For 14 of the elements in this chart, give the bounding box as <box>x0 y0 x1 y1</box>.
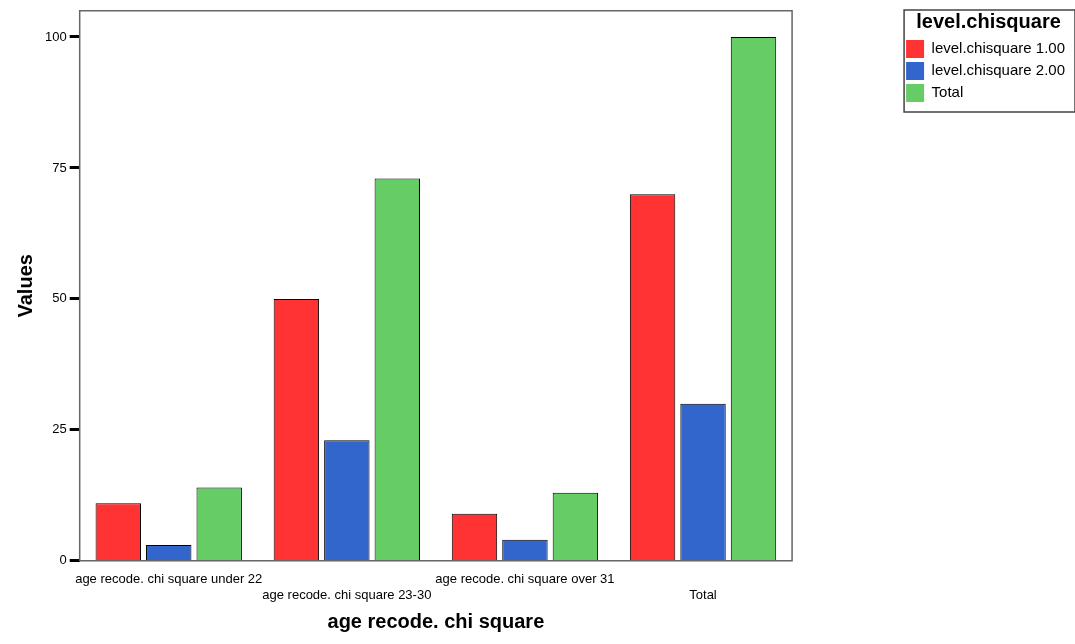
y-tick-label: 100 <box>44 28 67 44</box>
legend-label: Total <box>931 83 964 101</box>
x-axis-title: age recode. chi square <box>327 609 545 632</box>
legend-label: level.chisquare 2.00 <box>931 61 1065 79</box>
legend-label: level.chisquare 1.00 <box>931 39 1065 57</box>
y-tick-label: 75 <box>52 159 67 175</box>
y-tick-label: 0 <box>59 552 67 568</box>
x-tick-label: age recode. chi square over 31 <box>435 571 615 587</box>
x-tick-label: age recode. chi square 23-30 <box>262 586 432 602</box>
y-axis-title: Values <box>13 254 36 318</box>
legend-title: level.chisquare <box>916 9 1061 32</box>
x-tick-label: age recode. chi square under 22 <box>75 571 263 587</box>
y-tick-label: 50 <box>52 290 67 306</box>
y-tick-label: 25 <box>52 421 67 437</box>
